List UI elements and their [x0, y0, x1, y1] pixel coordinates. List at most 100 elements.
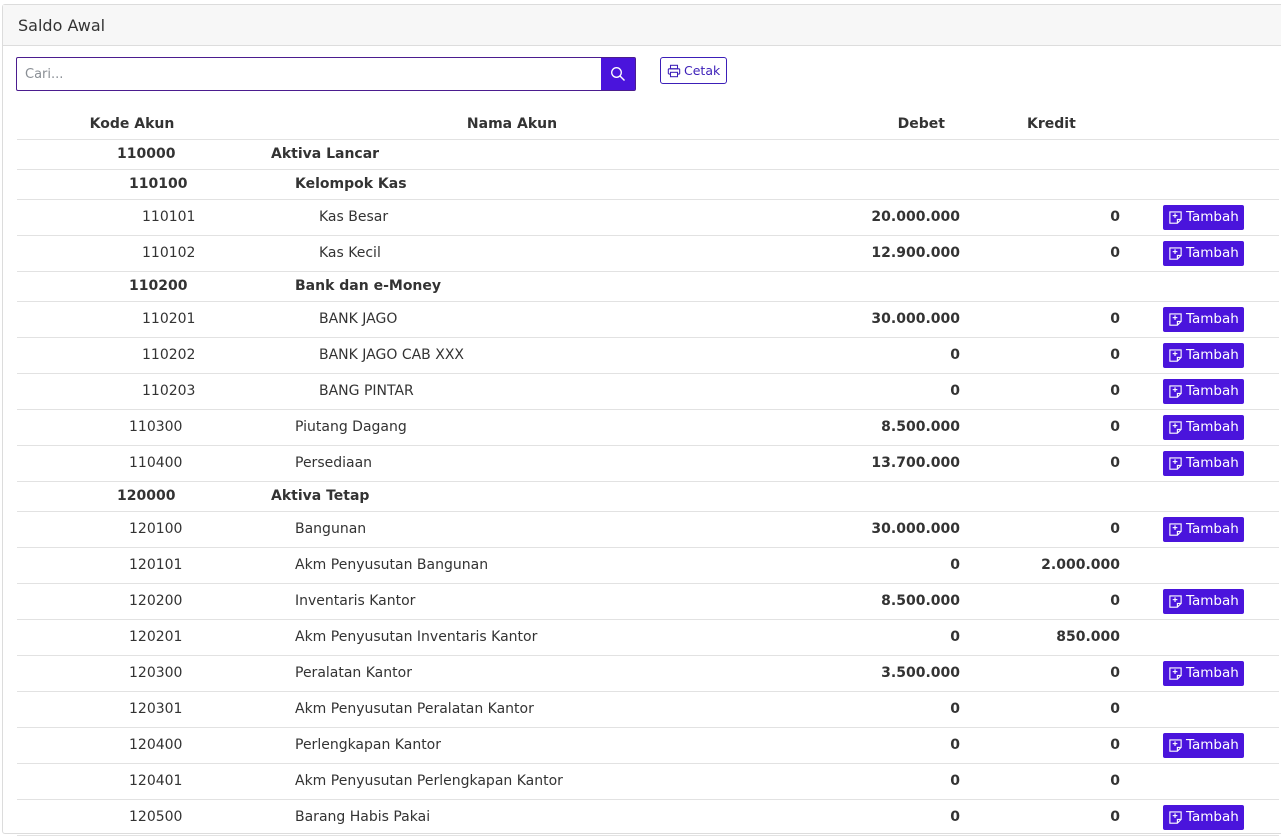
cell-action: Tambah: [1120, 337, 1279, 374]
tambah-button-label: Tambah: [1186, 593, 1239, 609]
kredit-value: 0: [1110, 701, 1120, 717]
account-row: 120201 Akm Penyusutan Inventaris Kantor 0 8…: [17, 619, 1279, 656]
kode-akun: 120200: [129, 593, 183, 609]
kode-akun: 120100: [129, 521, 183, 537]
account-row: 110201 BANK JAGO 30.000.000 0 Tambah: [17, 301, 1279, 338]
search-input[interactable]: [17, 58, 601, 90]
cell-nama: Akm Penyusutan Peralatan Kantor: [247, 691, 777, 728]
nama-akun: Kas Kecil: [319, 245, 381, 261]
kode-akun: 110200: [129, 278, 188, 294]
cell-kode: 110200: [17, 271, 247, 302]
cell-action: Tambah: [1120, 799, 1279, 836]
cell-action: [1120, 691, 1279, 728]
cell-kode: 120101: [17, 547, 247, 584]
table-body: 110000 Aktiva Lancar 110100 Kelompok Kas 110…: [17, 139, 1279, 836]
printer-icon: [667, 64, 681, 77]
tambah-button[interactable]: Tambah: [1163, 240, 1244, 266]
add-note-icon: [1169, 666, 1182, 680]
card-header: Saldo Awal: [3, 5, 1281, 46]
kredit-value: 0: [1110, 665, 1120, 681]
kode-akun: 110100: [129, 176, 188, 192]
debet-value: 0: [950, 629, 960, 645]
tambah-button[interactable]: Tambah: [1163, 660, 1244, 686]
cell-action: Tambah: [1120, 373, 1279, 410]
cell-action: [1120, 481, 1279, 512]
nama-akun: Inventaris Kantor: [295, 593, 416, 609]
cell-kode: 110201: [17, 301, 247, 338]
cell-nama: Barang Habis Pakai: [247, 799, 777, 836]
account-row: 120401 Akm Penyusutan Perlengkapan Kantor…: [17, 763, 1279, 800]
tambah-button-label: Tambah: [1186, 455, 1239, 471]
kredit-value: 0: [1110, 593, 1120, 609]
kode-akun: 120101: [129, 557, 183, 573]
cell-kode: 110000: [17, 139, 247, 170]
debet-value: 0: [950, 701, 960, 717]
cell-kredit: 0: [960, 301, 1120, 338]
print-button-label: Cetak: [684, 63, 721, 78]
account-row: 110202 BANK JAGO CAB XXX 0 0 Tambah: [17, 337, 1279, 374]
tambah-button[interactable]: Tambah: [1163, 804, 1244, 830]
debet-value: 0: [950, 737, 960, 753]
cell-action: Tambah: [1120, 655, 1279, 692]
cell-debet: 0: [777, 619, 960, 656]
cell-kredit: 0: [960, 235, 1120, 272]
add-note-icon: [1169, 738, 1182, 752]
nama-akun: Bank dan e-Money: [295, 278, 442, 294]
cell-kode: 110101: [17, 199, 247, 236]
debet-value: 30.000.000: [871, 311, 960, 327]
tambah-button-label: Tambah: [1186, 665, 1239, 681]
account-row: 120301 Akm Penyusutan Peralatan Kantor 0 0: [17, 691, 1279, 728]
search-icon: [611, 67, 625, 81]
add-note-icon: [1169, 348, 1182, 362]
print-button[interactable]: Cetak: [660, 57, 728, 84]
cell-kode: 120301: [17, 691, 247, 728]
account-row: 120200 Inventaris Kantor 8.500.000 0 Tambah: [17, 583, 1279, 620]
cell-nama: BANG PINTAR: [247, 373, 777, 410]
cell-kredit: 0: [960, 727, 1120, 764]
cell-debet: 30.000.000: [777, 511, 960, 548]
add-note-icon: [1169, 810, 1182, 824]
tambah-button[interactable]: Tambah: [1163, 516, 1244, 542]
cell-kredit: 0: [960, 511, 1120, 548]
tambah-button[interactable]: Tambah: [1163, 378, 1244, 404]
tambah-button-label: Tambah: [1186, 347, 1239, 363]
debet-value: 8.500.000: [881, 419, 960, 435]
tambah-button[interactable]: Tambah: [1163, 414, 1244, 440]
cell-nama: Kelompok Kas: [247, 169, 777, 200]
account-row: 120300 Peralatan Kantor 3.500.000 0 Tambah: [17, 655, 1279, 692]
cell-action: Tambah: [1120, 235, 1279, 272]
cell-kredit: 0: [960, 409, 1120, 446]
cell-debet: [777, 139, 960, 170]
cell-kode: 110102: [17, 235, 247, 272]
cell-action: [1120, 547, 1279, 584]
search-button[interactable]: [601, 58, 635, 90]
add-note-icon: [1169, 210, 1182, 224]
tambah-button[interactable]: Tambah: [1163, 204, 1244, 230]
cell-action: Tambah: [1120, 727, 1279, 764]
cell-kredit: 2.000.000: [960, 547, 1120, 584]
account-row: 110101 Kas Besar 20.000.000 0 Tambah: [17, 199, 1279, 236]
cell-nama: Akm Penyusutan Inventaris Kantor: [247, 619, 777, 656]
tambah-button[interactable]: Tambah: [1163, 342, 1244, 368]
cell-nama: Perlengkapan Kantor: [247, 727, 777, 764]
cell-kredit: 0: [960, 373, 1120, 410]
cell-kredit: 0: [960, 763, 1120, 800]
tambah-button[interactable]: Tambah: [1163, 306, 1244, 332]
nama-akun: BANG PINTAR: [319, 383, 414, 399]
kredit-value: 0: [1110, 383, 1120, 399]
kredit-value: 0: [1110, 521, 1120, 537]
kredit-value: 0: [1110, 245, 1120, 261]
cell-debet: 12.900.000: [777, 235, 960, 272]
cell-kredit: 0: [960, 799, 1120, 836]
tambah-button[interactable]: Tambah: [1163, 732, 1244, 758]
account-row: 120500 Barang Habis Pakai 0 0 Tambah: [17, 799, 1279, 836]
cell-action: [1120, 763, 1279, 800]
debet-value: 12.900.000: [871, 245, 960, 261]
kode-akun: 110102: [142, 245, 196, 261]
cell-nama: Persediaan: [247, 445, 777, 482]
tambah-button[interactable]: Tambah: [1163, 450, 1244, 476]
cell-debet: 0: [777, 547, 960, 584]
tambah-button[interactable]: Tambah: [1163, 588, 1244, 614]
kredit-value: 850.000: [1056, 629, 1120, 645]
nama-akun: Peralatan Kantor: [295, 665, 412, 681]
